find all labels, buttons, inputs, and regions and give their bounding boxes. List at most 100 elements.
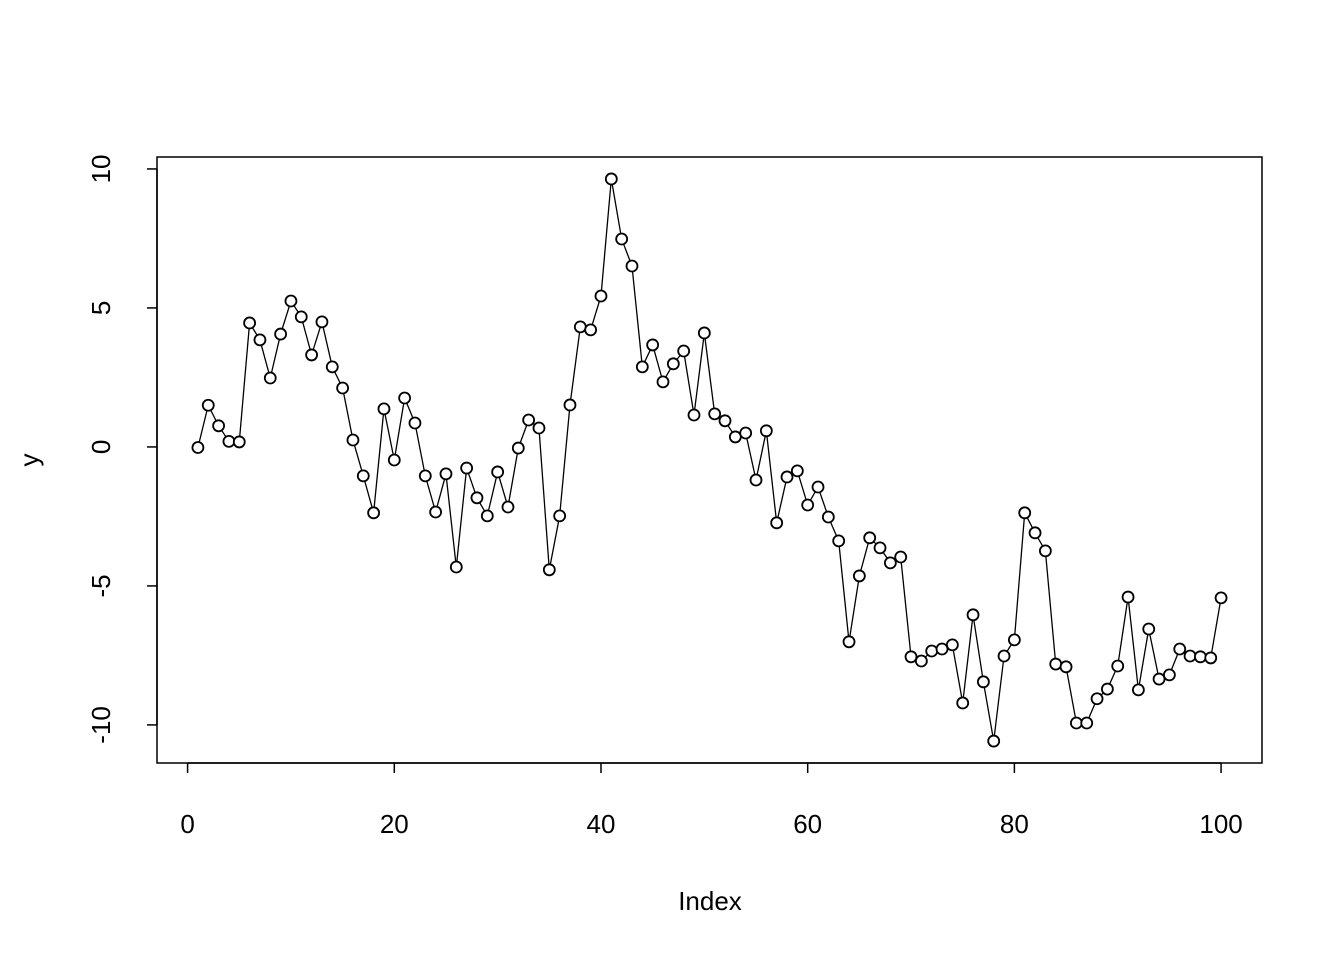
data-point (604, 172, 618, 186)
data-point (914, 654, 928, 668)
data-point (594, 289, 608, 303)
data-point (1018, 506, 1032, 520)
data-point (336, 381, 350, 395)
data-point (987, 734, 1001, 748)
data-point (656, 375, 670, 389)
data-point (1162, 668, 1176, 682)
data-point (1038, 544, 1052, 558)
data-point (356, 469, 370, 483)
y-tick-label: -5 (86, 574, 116, 597)
data-point (770, 516, 784, 530)
x-tick-label: 0 (180, 809, 194, 839)
data-point (305, 348, 319, 362)
data-point (501, 500, 515, 514)
data-point (708, 407, 722, 421)
data-point (1069, 716, 1083, 730)
data-point (625, 259, 639, 273)
data-point (1049, 657, 1063, 671)
x-tick-label: 60 (793, 809, 822, 839)
data-point (491, 465, 505, 479)
data-point (687, 408, 701, 422)
data-point (677, 344, 691, 358)
data-point (263, 371, 277, 385)
data-point (222, 434, 236, 448)
data-point (821, 510, 835, 524)
data-point (563, 398, 577, 412)
data-point (666, 357, 680, 371)
data-point (460, 461, 474, 475)
data-point (584, 323, 598, 337)
data-point (542, 563, 556, 577)
data-point (532, 421, 546, 435)
data-point (883, 556, 897, 570)
data-point (1131, 683, 1145, 697)
data-point (346, 433, 360, 447)
data-point (325, 360, 339, 374)
data-point (1111, 659, 1125, 673)
data-point (573, 320, 587, 334)
data-point (976, 675, 990, 689)
data-point (739, 426, 753, 440)
data-point (408, 416, 422, 430)
data-point (852, 569, 866, 583)
data-point (801, 498, 815, 512)
data-point (553, 509, 567, 523)
data-point (387, 453, 401, 467)
data-point (1142, 622, 1156, 636)
data-point (294, 310, 308, 324)
data-point (201, 398, 215, 412)
data-point (377, 402, 391, 416)
data-point (429, 505, 443, 519)
y-tick-label: 10 (86, 154, 116, 183)
data-point (212, 419, 225, 433)
data-point (956, 696, 970, 710)
data-point (274, 327, 288, 341)
data-point (945, 638, 959, 652)
data-point (398, 391, 412, 405)
data-point (439, 467, 453, 481)
data-point (418, 469, 432, 483)
y-axis-label: y (14, 454, 44, 467)
data-point (1090, 692, 1104, 706)
data-point (615, 232, 629, 246)
data-point (191, 441, 205, 454)
data-point (284, 294, 298, 308)
data-point (966, 608, 980, 622)
data-point (1152, 672, 1166, 686)
plot-box (156, 156, 1263, 764)
data-line (197, 178, 1222, 742)
data-point (1183, 649, 1197, 663)
data-point (367, 506, 381, 520)
data-point (232, 435, 246, 449)
x-tick-label: 100 (1199, 809, 1242, 839)
y-tick-label: 5 (86, 301, 116, 315)
data-point (790, 464, 804, 478)
x-tick-label: 20 (380, 809, 409, 839)
data-point (904, 650, 918, 664)
data-point (718, 414, 732, 428)
data-point (1080, 716, 1094, 730)
x-axis-label: Index (678, 886, 742, 916)
data-point (511, 441, 525, 455)
data-point (635, 360, 649, 374)
data-point (1194, 650, 1207, 664)
data-point (646, 338, 660, 352)
data-point (1059, 660, 1073, 674)
data-point (935, 642, 949, 656)
data-point (863, 531, 877, 545)
data-point (894, 550, 908, 564)
data-point (759, 424, 773, 438)
x-tick-label: 40 (587, 809, 616, 839)
data-point (1204, 651, 1218, 665)
data-point (780, 470, 794, 484)
data-point (873, 541, 887, 555)
data-point (997, 649, 1011, 663)
data-point (480, 509, 494, 523)
y-tick-label: 0 (86, 440, 116, 454)
x-tick-label: 80 (1000, 809, 1029, 839)
data-point (253, 333, 267, 347)
data-point (1173, 642, 1187, 656)
data-point (697, 326, 711, 340)
data-point (925, 644, 939, 658)
